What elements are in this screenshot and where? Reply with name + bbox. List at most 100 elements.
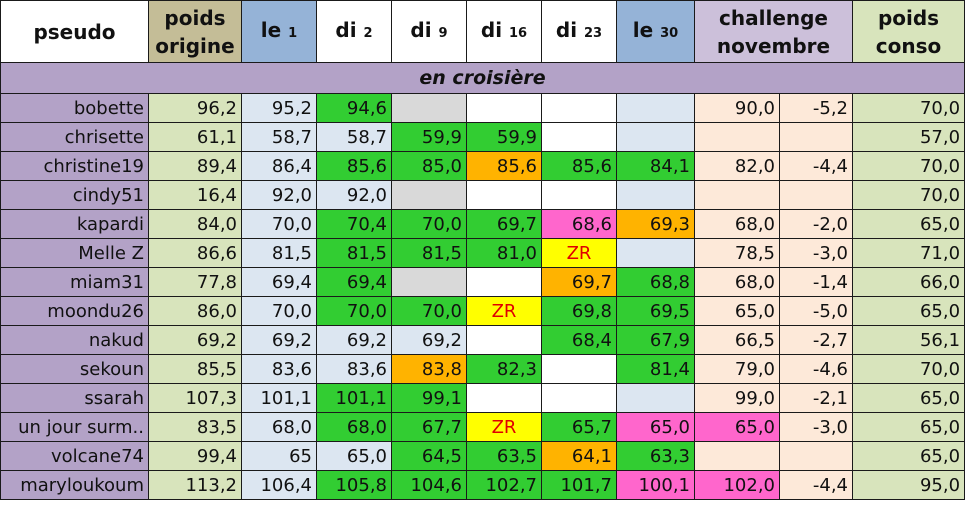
cell-di9[interactable]: 70,0 xyxy=(391,209,467,239)
cell-poids-origine[interactable]: 85,5 xyxy=(148,354,242,384)
cell-poids-origine[interactable]: 86,6 xyxy=(148,238,242,268)
cell-di16[interactable]: 59,9 xyxy=(466,122,542,152)
cell-di23[interactable] xyxy=(541,180,617,210)
cell-poids-origine[interactable]: 86,0 xyxy=(148,296,242,326)
cell-di9[interactable] xyxy=(391,267,467,297)
cell-le1[interactable]: 69,2 xyxy=(241,325,317,355)
cell-challenge[interactable]: 79,0 xyxy=(694,354,780,384)
cell-poids-conso[interactable]: 70,0 xyxy=(852,354,965,384)
cell-challenge-diff[interactable]: -1,4 xyxy=(778,267,854,297)
cell-poids-origine[interactable]: 107,3 xyxy=(148,383,242,413)
cell-challenge[interactable]: 68,0 xyxy=(694,267,780,297)
cell-di16[interactable]: 102,7 xyxy=(466,470,542,500)
cell-poids-conso[interactable]: 65,0 xyxy=(852,209,965,239)
cell-poids-origine[interactable]: 83,5 xyxy=(148,412,242,442)
cell-le30[interactable] xyxy=(616,383,695,413)
cell-di2[interactable]: 69,4 xyxy=(316,267,392,297)
cell-challenge[interactable] xyxy=(694,122,780,152)
cell-di16[interactable]: 63,5 xyxy=(466,441,542,471)
cell-le30[interactable] xyxy=(616,93,695,123)
cell-di2[interactable]: 70,0 xyxy=(316,296,392,326)
cell-le1[interactable]: 81,5 xyxy=(241,238,317,268)
cell-poids-conso[interactable]: 65,0 xyxy=(852,412,965,442)
cell-le30[interactable]: 100,1 xyxy=(616,470,695,500)
cell-di16[interactable]: ZR xyxy=(466,412,542,442)
cell-di9[interactable]: 104,6 xyxy=(391,470,467,500)
cell-di2[interactable]: 101,1 xyxy=(316,383,392,413)
cell-di2[interactable]: 70,4 xyxy=(316,209,392,239)
cell-pseudo[interactable]: bobette xyxy=(0,93,149,123)
cell-di2[interactable]: 81,5 xyxy=(316,238,392,268)
cell-pseudo[interactable]: cindy51 xyxy=(0,180,149,210)
cell-challenge-diff[interactable] xyxy=(778,180,854,210)
cell-le1[interactable]: 69,4 xyxy=(241,267,317,297)
cell-di23[interactable]: ZR xyxy=(541,238,617,268)
cell-di2[interactable]: 92,0 xyxy=(316,180,392,210)
cell-di9[interactable]: 64,5 xyxy=(391,441,467,471)
cell-le1[interactable]: 83,6 xyxy=(241,354,317,384)
cell-di16[interactable] xyxy=(466,180,542,210)
cell-poids-conso[interactable]: 65,0 xyxy=(852,296,965,326)
cell-le1[interactable]: 95,2 xyxy=(241,93,317,123)
cell-challenge[interactable]: 82,0 xyxy=(694,151,780,181)
cell-di9[interactable]: 81,5 xyxy=(391,238,467,268)
cell-di23[interactable]: 64,1 xyxy=(541,441,617,471)
cell-challenge-diff[interactable]: -5,2 xyxy=(778,93,854,123)
cell-di23[interactable]: 68,6 xyxy=(541,209,617,239)
cell-di9[interactable]: 69,2 xyxy=(391,325,467,355)
cell-pseudo[interactable]: Melle Z xyxy=(0,238,149,268)
cell-pseudo[interactable]: christine19 xyxy=(0,151,149,181)
cell-challenge[interactable]: 78,5 xyxy=(694,238,780,268)
cell-pseudo[interactable]: maryloukoum xyxy=(0,470,149,500)
cell-di16[interactable] xyxy=(466,93,542,123)
cell-di2[interactable]: 105,8 xyxy=(316,470,392,500)
cell-pseudo[interactable]: nakud xyxy=(0,325,149,355)
cell-pseudo[interactable]: ssarah xyxy=(0,383,149,413)
cell-poids-origine[interactable]: 69,2 xyxy=(148,325,242,355)
cell-di9[interactable] xyxy=(391,180,467,210)
cell-le30[interactable]: 67,9 xyxy=(616,325,695,355)
cell-di23[interactable]: 69,7 xyxy=(541,267,617,297)
cell-di9[interactable]: 83,8 xyxy=(391,354,467,384)
cell-poids-conso[interactable]: 71,0 xyxy=(852,238,965,268)
cell-challenge-diff[interactable]: -2,7 xyxy=(778,325,854,355)
cell-poids-origine[interactable]: 77,8 xyxy=(148,267,242,297)
cell-challenge-diff[interactable]: -4,4 xyxy=(778,470,854,500)
cell-poids-origine[interactable]: 99,4 xyxy=(148,441,242,471)
cell-poids-origine[interactable]: 89,4 xyxy=(148,151,242,181)
cell-di23[interactable]: 65,7 xyxy=(541,412,617,442)
cell-di16[interactable] xyxy=(466,325,542,355)
cell-challenge[interactable] xyxy=(694,180,780,210)
cell-di2[interactable]: 69,2 xyxy=(316,325,392,355)
cell-challenge[interactable]: 65,0 xyxy=(694,296,780,326)
cell-di23[interactable] xyxy=(541,354,617,384)
cell-pseudo[interactable]: miam31 xyxy=(0,267,149,297)
cell-le1[interactable]: 65 xyxy=(241,441,317,471)
cell-challenge[interactable]: 66,5 xyxy=(694,325,780,355)
cell-di2[interactable]: 65,0 xyxy=(316,441,392,471)
cell-le30[interactable] xyxy=(616,122,695,152)
cell-challenge-diff[interactable]: -2,0 xyxy=(778,209,854,239)
cell-le1[interactable]: 70,0 xyxy=(241,209,317,239)
cell-poids-origine[interactable]: 84,0 xyxy=(148,209,242,239)
cell-challenge-diff[interactable]: -5,0 xyxy=(778,296,854,326)
cell-pseudo[interactable]: volcane74 xyxy=(0,441,149,471)
cell-le30[interactable]: 81,4 xyxy=(616,354,695,384)
cell-challenge-diff[interactable]: -4,4 xyxy=(778,151,854,181)
cell-di2[interactable]: 85,6 xyxy=(316,151,392,181)
cell-di23[interactable] xyxy=(541,383,617,413)
cell-le1[interactable]: 92,0 xyxy=(241,180,317,210)
cell-di16[interactable]: 81,0 xyxy=(466,238,542,268)
cell-le1[interactable]: 101,1 xyxy=(241,383,317,413)
cell-di9[interactable]: 99,1 xyxy=(391,383,467,413)
cell-poids-conso[interactable]: 65,0 xyxy=(852,441,965,471)
cell-poids-conso[interactable]: 65,0 xyxy=(852,383,965,413)
header-le-30[interactable]: le 30 xyxy=(616,0,695,63)
cell-le30[interactable]: 65,0 xyxy=(616,412,695,442)
cell-di23[interactable]: 101,7 xyxy=(541,470,617,500)
cell-poids-origine[interactable]: 16,4 xyxy=(148,180,242,210)
cell-le1[interactable]: 106,4 xyxy=(241,470,317,500)
cell-le1[interactable]: 70,0 xyxy=(241,296,317,326)
cell-le30[interactable]: 69,3 xyxy=(616,209,695,239)
cell-poids-origine[interactable]: 113,2 xyxy=(148,470,242,500)
